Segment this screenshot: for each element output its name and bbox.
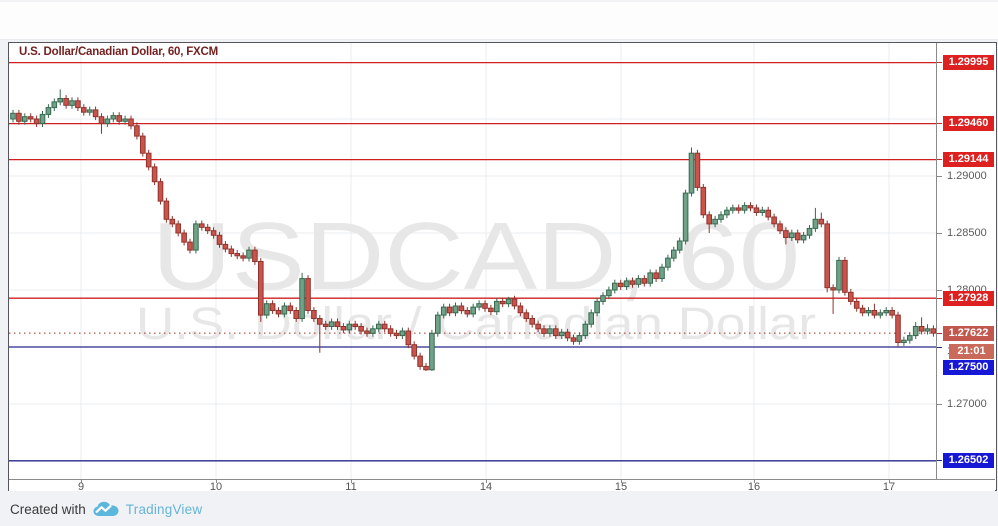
watermark: USDCAD, 60U.S. Dollar / Canadian Dollar: [136, 203, 816, 349]
price-axis-tick: [937, 289, 942, 291]
resistance-price-label: 1.29460: [943, 116, 994, 132]
chart-plot-area[interactable]: USDCAD, 60 U.S. Dollar / Canadian Dollar: [9, 43, 936, 479]
header-band: [0, 0, 998, 40]
support-price-label: 1.26502: [943, 453, 994, 469]
price-axis-tick: [937, 332, 942, 334]
price-axis-tick: [937, 123, 942, 125]
countdown-price-label: 21:01: [949, 343, 994, 359]
attribution-footer: Created with TradingView: [10, 498, 202, 520]
watermark-name: U.S. Dollar / Canadian Dollar: [136, 298, 816, 349]
price-axis-tick: [937, 346, 942, 348]
time-axis-tick: [216, 480, 217, 483]
price-axis-tick: [937, 403, 942, 405]
time-axis-label: 9: [77, 481, 85, 493]
time-axis-label: 16: [747, 481, 761, 493]
resistance-price-label: 1.29995: [943, 55, 994, 71]
price-axis-tick: [937, 460, 942, 462]
chart-symbol-title: U.S. Dollar/Canadian Dollar, 60, FXCM: [19, 46, 219, 58]
time-axis-label: 17: [882, 481, 896, 493]
time-axis-label: 15: [614, 481, 628, 493]
price-axis-tick-label: 1.29000: [947, 169, 987, 182]
resistance-price-label: 1.27928: [943, 290, 994, 306]
price-axis-tick: [937, 62, 942, 64]
price-axis-tick: [937, 159, 942, 161]
created-with-label: Created with: [10, 501, 86, 517]
price-axis-tick-label: 1.28500: [947, 226, 987, 239]
resistance-price-label: 1.29144: [943, 152, 994, 168]
time-axis-tick: [81, 480, 82, 483]
time-axis-tick: [486, 480, 487, 483]
sr-lines-layer[interactable]: [9, 61, 936, 462]
price-axis-tick: [937, 232, 942, 234]
price-axis-tick-label: 1.27000: [947, 397, 987, 410]
price-axis-tick: [937, 297, 942, 299]
time-axis-tick: [754, 480, 755, 483]
price-axis-tick: [937, 175, 942, 177]
time-axis-label: 10: [209, 481, 223, 493]
chart-widget: U.S. Dollar/Canadian Dollar, 60, FXCM US…: [8, 42, 997, 493]
last-price-label: 1.27622: [943, 325, 994, 341]
tradingview-logo-icon: [93, 501, 119, 517]
time-axis-tick: [889, 480, 890, 483]
time-axis-label: 11: [345, 481, 357, 493]
time-axis[interactable]: 9 10 11 14 15 16 17: [9, 479, 995, 493]
time-axis-tick: [351, 480, 352, 483]
support-price-label: 1.27500: [943, 359, 994, 375]
price-axis[interactable]: 1.29995 1.29460 1.29144 1.29000 1.28500 1.280…: [936, 43, 995, 479]
tradingview-brand-link[interactable]: TradingView: [125, 501, 203, 517]
time-axis-tick: [621, 480, 622, 483]
candlestick-series[interactable]: [10, 89, 936, 371]
time-axis-label: 14: [479, 481, 493, 493]
